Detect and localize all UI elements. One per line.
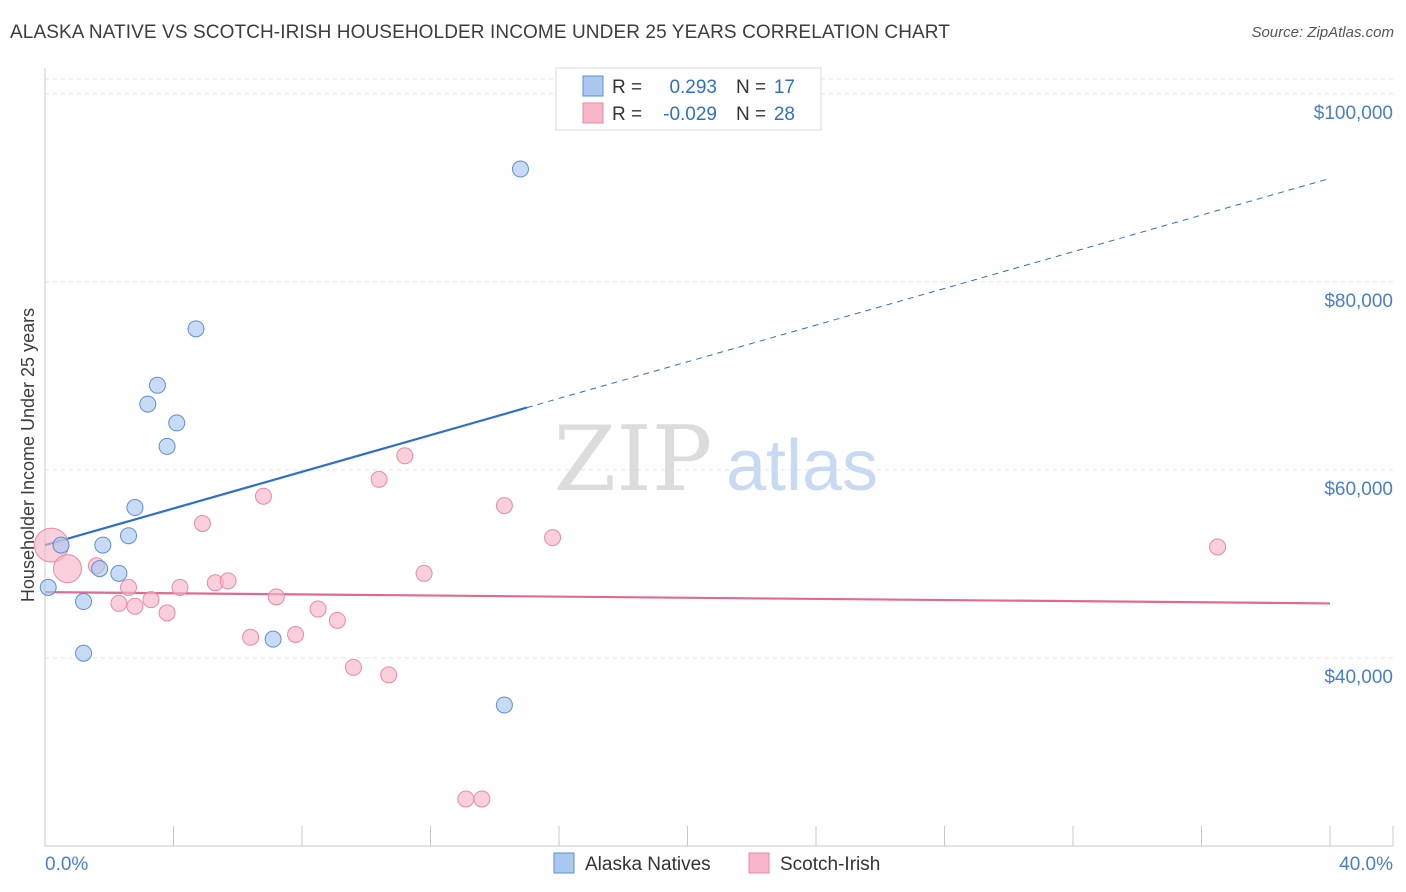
point-alaska-natives — [91, 560, 109, 578]
watermark-zip: ZIP — [554, 407, 713, 512]
axes — [44, 68, 1394, 847]
point-scotch-irish — [370, 470, 388, 488]
watermark: ZIP atlas — [554, 407, 878, 512]
point-scotch-irish — [396, 447, 414, 465]
point-scotch-irish — [380, 666, 398, 684]
data-points — [33, 160, 1227, 808]
stats-legend-n-value: 17 — [774, 77, 795, 98]
point-alaska-natives — [139, 395, 157, 413]
point-alaska-natives — [75, 593, 93, 611]
point-scotch-irish — [544, 529, 562, 547]
point-scotch-irish — [120, 578, 138, 596]
point-scotch-irish — [126, 597, 144, 615]
point-alaska-natives — [94, 536, 112, 554]
series-legend: Alaska Natives Scotch-Irish — [553, 852, 880, 875]
point-scotch-irish — [158, 604, 176, 622]
y-tick-label: $40,000 — [1324, 667, 1393, 688]
point-scotch-irish — [473, 790, 491, 808]
trend-lines — [44, 177, 1331, 605]
stats-legend-r-label: R = — [612, 104, 642, 125]
trend-line-solid — [44, 406, 528, 547]
point-alaska-natives — [126, 499, 144, 517]
point-alaska-natives — [75, 644, 93, 662]
stats-legend-r-label: R = — [612, 77, 642, 98]
tick-labels: $100,000 $80,000 $60,000 $40,000 0.0% 40.0% — [45, 103, 1393, 875]
point-scotch-irish — [193, 514, 211, 532]
stats-legend-swatch-alaska — [582, 75, 604, 97]
legend-swatch-alaska-natives — [553, 852, 575, 874]
point-alaska-natives — [110, 564, 128, 582]
y-tick-label: $80,000 — [1324, 291, 1393, 312]
point-scotch-irish — [52, 554, 82, 584]
point-scotch-irish — [495, 497, 513, 515]
point-scotch-irish — [110, 594, 128, 612]
y-tick-label: $100,000 — [1314, 103, 1393, 124]
point-alaska-natives — [168, 414, 186, 432]
stats-legend-r-value: -0.029 — [663, 104, 717, 125]
point-alaska-natives — [120, 527, 138, 545]
point-scotch-irish — [415, 564, 433, 582]
stats-legend-n-label: N = — [736, 77, 766, 98]
point-scotch-irish — [142, 591, 160, 609]
legend-label-alaska-natives: Alaska Natives — [585, 854, 711, 875]
point-alaska-natives — [39, 578, 57, 596]
stats-legend-n-label: N = — [736, 104, 766, 125]
legend-swatch-scotch-irish — [748, 852, 770, 874]
point-scotch-irish — [344, 658, 362, 676]
legend-label-scotch-irish: Scotch-Irish — [780, 854, 880, 875]
grid-lines — [45, 78, 1393, 659]
stats-legend: R = 0.293 N = 17 R = -0.029 N = 28 — [555, 67, 822, 131]
x-tick-label-min: 0.0% — [45, 854, 88, 875]
stats-legend-swatch-scotch — [582, 102, 604, 124]
point-scotch-irish — [254, 487, 272, 505]
point-alaska-natives — [52, 536, 70, 554]
point-alaska-natives — [158, 437, 176, 455]
point-scotch-irish — [287, 625, 305, 643]
x-tick-label-max: 40.0% — [1339, 854, 1393, 875]
y-tick-label: $60,000 — [1324, 479, 1393, 500]
point-scotch-irish — [171, 578, 189, 596]
point-scotch-irish — [267, 588, 285, 606]
source-credit: Source: ZipAtlas.com — [1251, 24, 1394, 41]
point-alaska-natives — [264, 630, 282, 648]
point-scotch-irish — [242, 628, 260, 646]
stats-legend-r-value: 0.293 — [669, 77, 717, 98]
trend-line-solid — [44, 591, 1331, 605]
point-alaska-natives — [187, 320, 205, 338]
point-scotch-irish — [219, 572, 237, 590]
point-alaska-natives — [148, 376, 166, 394]
point-scotch-irish — [309, 600, 327, 618]
trend-line-dashed — [526, 177, 1331, 409]
stats-legend-n-value: 28 — [774, 104, 795, 125]
point-alaska-natives — [495, 696, 513, 714]
point-scotch-irish — [457, 790, 475, 808]
point-scotch-irish — [328, 611, 346, 629]
y-axis-title: Householder Income Under 25 years — [18, 308, 38, 602]
point-scotch-irish — [1209, 538, 1227, 556]
chart-title: ALASKA NATIVE VS SCOTCH-IRISH HOUSEHOLDE… — [10, 22, 950, 43]
watermark-atlas: atlas — [726, 426, 878, 506]
point-alaska-natives — [511, 160, 529, 178]
